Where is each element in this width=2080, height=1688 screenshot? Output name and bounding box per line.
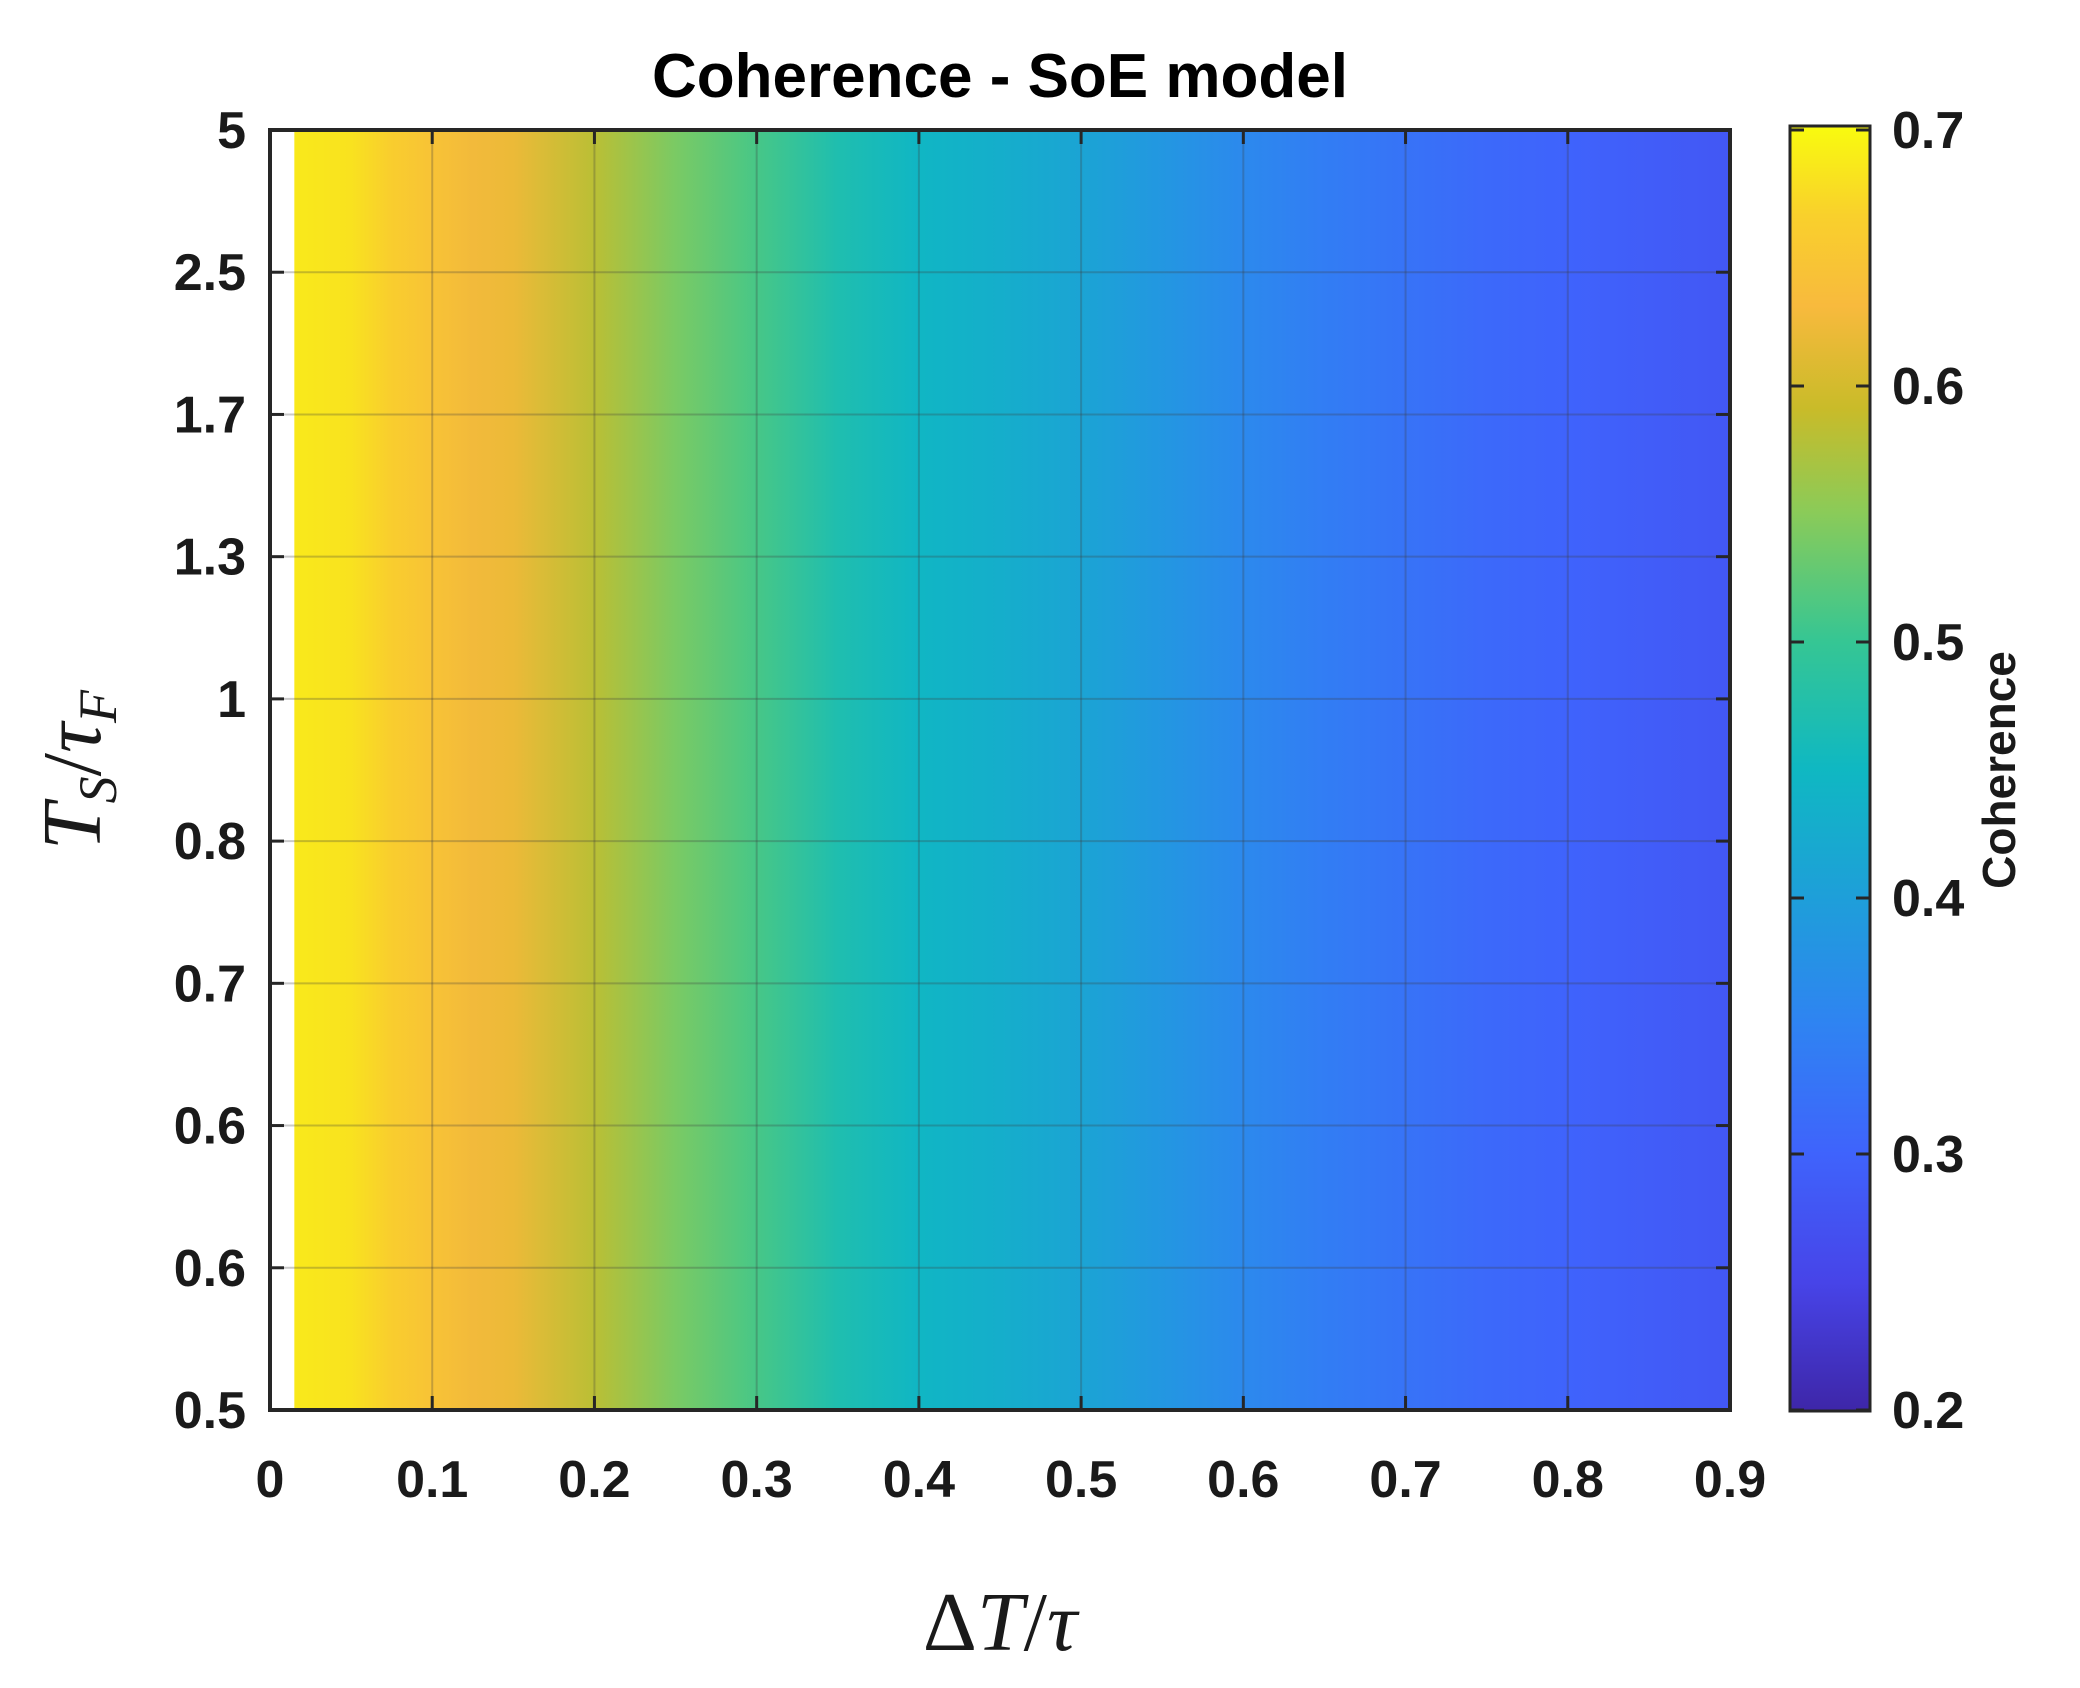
colorbar-tick-label: 0.6: [1892, 358, 1964, 416]
y-tick-label: 5: [217, 102, 246, 160]
x-tick-label: 0.2: [558, 1451, 630, 1509]
y-tick-label: 0.5: [174, 1382, 246, 1440]
x-label-t: T: [977, 1576, 1029, 1669]
y-tick-label: 0.8: [174, 813, 246, 871]
y-axis-label: TS/τF: [26, 689, 128, 850]
colorbar-tick-labels: 0.2 0.3 0.4 0.5 0.6 0.7: [1892, 102, 1964, 1440]
colorbar-tick-label: 0.7: [1892, 102, 1964, 160]
y-label-tau-sub: F: [68, 689, 128, 724]
y-tick-labels: 0.5 0.6 0.6 0.7 0.8 1 1.3 1.7 2.5 5: [174, 102, 246, 1440]
y-label-tau: τ: [26, 720, 119, 753]
x-tick-label: 0.5: [1045, 1451, 1117, 1509]
x-axis-label: ΔT/τ: [923, 1576, 1080, 1669]
y-tick-label: 2.5: [174, 244, 246, 302]
plot-frame: [268, 128, 1732, 1412]
x-tick-label: 0.4: [883, 1451, 955, 1509]
x-label-delta: Δ: [923, 1576, 977, 1669]
colorbar-tick-label: 0.4: [1892, 870, 1964, 928]
x-tick-label: 0.7: [1369, 1451, 1441, 1509]
y-label-slash: /: [26, 752, 119, 776]
heatmap-surface: [294, 130, 1730, 1410]
x-label-tau: τ: [1047, 1576, 1080, 1669]
colorbar-tick-label: 0.5: [1892, 614, 1964, 672]
y-tick-label: 1: [217, 671, 246, 729]
grid-lines: [270, 130, 1730, 1410]
x-tick-label: 0.6: [1207, 1451, 1279, 1509]
colorbar: [1788, 124, 1872, 1413]
y-label-t: T: [26, 798, 119, 850]
x-tick-label: 0.3: [721, 1451, 793, 1509]
y-tick-label: 1.7: [174, 386, 246, 444]
colorbar-ticks: [1790, 128, 1870, 1412]
x-tick-label: 0.9: [1694, 1451, 1766, 1509]
y-tick-label: 1.3: [174, 529, 246, 587]
colorbar-tick-label: 0.2: [1892, 1382, 1964, 1440]
chart-title: Coherence - SoE model: [652, 42, 1348, 111]
x-tick-labels: 0 0.1 0.2 0.3 0.4 0.5 0.6 0.7 0.8 0.9: [256, 1451, 1767, 1509]
x-tick-label: 0.1: [396, 1451, 468, 1509]
y-label-t-sub: S: [68, 776, 128, 803]
y-tick-label: 0.7: [174, 955, 246, 1013]
x-tick-label: 0.8: [1532, 1451, 1604, 1509]
x-tick-label: 0: [256, 1451, 285, 1509]
y-tick-label: 0.6: [174, 1240, 246, 1298]
x-label-slash: /: [1024, 1576, 1048, 1669]
y-tick-label: 0.6: [174, 1098, 246, 1156]
colorbar-tick-label: 0.3: [1892, 1126, 1964, 1184]
colorbar-label: Coherence: [1973, 651, 2025, 889]
